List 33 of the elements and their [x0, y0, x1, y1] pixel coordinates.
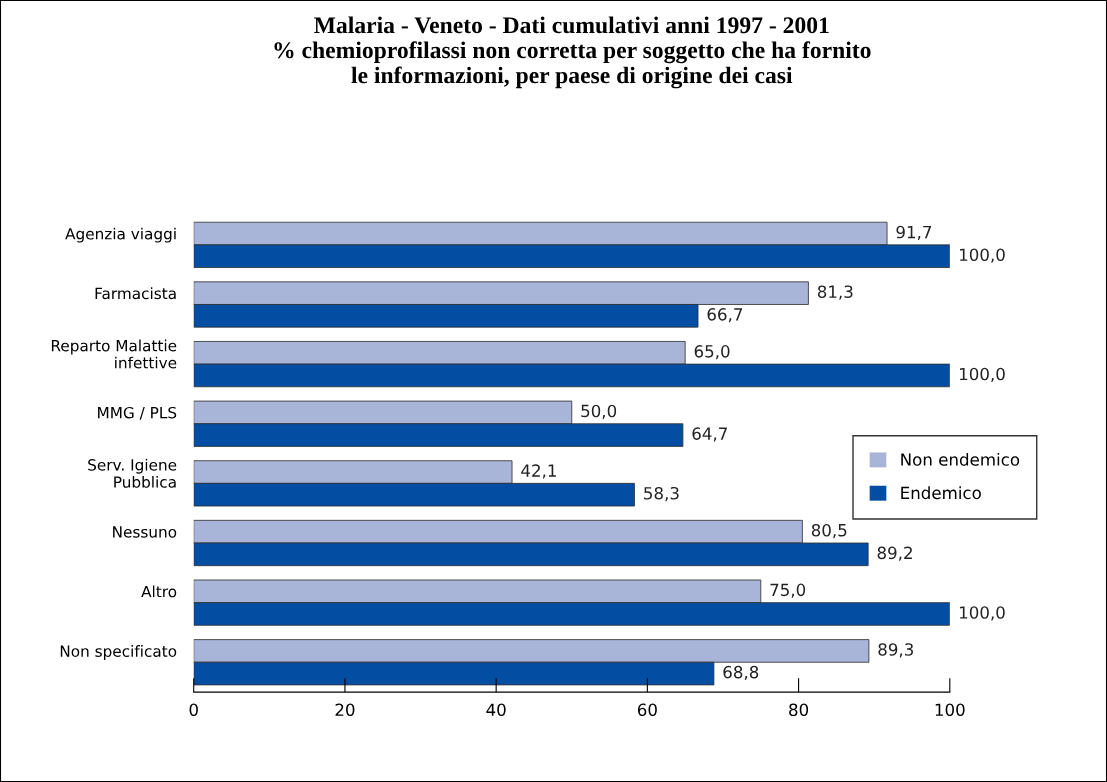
data-label: 75,0	[770, 583, 806, 598]
chart-title: Malaria - Veneto - Dati cumulativi anni 1997 - 2001 % chemioprofilassi non corretta per soggetto che ha fornito le informazioni, per paese di origine dei casi	[274, 16, 871, 89]
data-label: 89,2	[877, 546, 912, 561]
data-label: 66,7	[707, 308, 743, 323]
x-tick-label: 100	[935, 703, 965, 717]
x-tick-label: 0	[189, 703, 198, 717]
legend-label: Non endemico	[901, 452, 1020, 466]
legend-label: Endemico	[901, 486, 981, 500]
y-tick-label: Serv. Igiene Pubblica	[88, 458, 177, 488]
data-label: 50,0	[581, 404, 617, 419]
y-tick-label: Farmacista	[95, 287, 176, 300]
y-tick-label: Nessuno	[113, 526, 177, 538]
data-label: 58,3	[644, 486, 679, 502]
data-label: 42,1	[521, 464, 556, 479]
data-label: 91,7	[896, 225, 932, 241]
data-label: 89,3	[878, 643, 914, 658]
data-label: 64,7	[692, 427, 727, 442]
data-label: 81,3	[817, 285, 853, 300]
y-tick-label: Non specificato	[60, 645, 177, 660]
data-label: 68,8	[723, 665, 759, 681]
x-tick-label: 40	[486, 703, 506, 717]
y-tick-label: Reparto Malattie infettive	[51, 339, 177, 369]
data-label: 100,0	[959, 367, 1005, 382]
x-tick-label: 80	[789, 703, 809, 717]
data-label: 65,0	[694, 345, 730, 360]
x-tick-label: 60	[637, 703, 657, 717]
data-label: 100,0	[959, 248, 1005, 263]
x-tick-label: 20	[335, 703, 355, 717]
y-tick-label: MMG / PLS	[98, 406, 177, 420]
data-label: 80,5	[811, 523, 847, 539]
y-tick-label: Agenzia viaggi	[65, 227, 176, 243]
y-tick-label: Altro	[141, 585, 177, 598]
data-label: 100,0	[959, 606, 1005, 621]
